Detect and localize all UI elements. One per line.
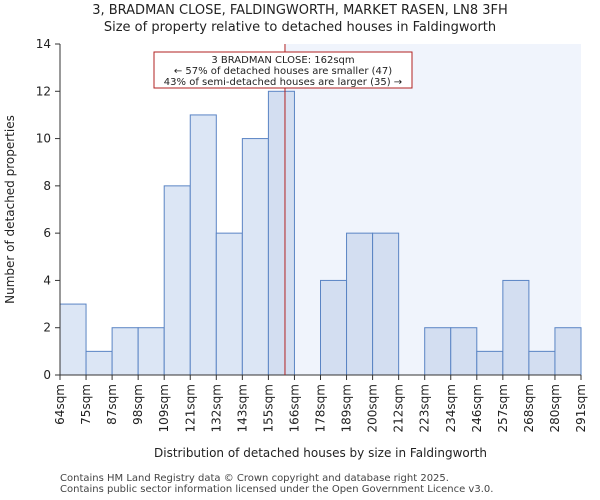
- chart-subtitle: Size of property relative to detached ho…: [103, 20, 497, 35]
- bar-132sqm: [215, 232, 243, 376]
- x-tick-label-75sqm: 75sqm: [79, 384, 93, 425]
- bar-178sqm: [320, 279, 348, 376]
- x-tick-label-166sqm: 166sqm: [287, 384, 301, 432]
- bars-group: [59, 90, 582, 376]
- annotation-line-1: 3 BRADMAN CLOSE: 162sqm: [211, 55, 354, 66]
- x-tick-label-234sqm: 234sqm: [444, 384, 458, 432]
- x-tick-label-143sqm: 143sqm: [235, 384, 249, 432]
- x-tick-label-98sqm: 98sqm: [131, 384, 145, 425]
- x-tick-label-223sqm: 223sqm: [418, 384, 432, 432]
- bar-280sqm: [554, 327, 582, 376]
- annotation-line-3: 43% of semi-detached houses are larger (…: [164, 77, 402, 88]
- annotation-line-2: ← 57% of detached houses are smaller (47…: [174, 66, 392, 77]
- x-tick-label-200sqm: 200sqm: [366, 384, 380, 432]
- bar-64sqm: [59, 303, 87, 376]
- y-tick-label-2: 2: [43, 321, 51, 335]
- x-tick-label-155sqm: 155sqm: [261, 384, 275, 432]
- y-axis: 0 2 4 6 8 10 12 14: [36, 37, 61, 382]
- x-tick-label-257sqm: 257sqm: [496, 384, 510, 432]
- bar-75sqm: [85, 350, 113, 376]
- chart-svg: 0 2 4 6 8 10 12 14 64sqm 75sqm 87sqm 98sqm 109sqm 12…: [3, 37, 588, 460]
- x-tick-label-178sqm: 178sqm: [314, 384, 328, 432]
- x-tick-label-291sqm: 291sqm: [574, 384, 588, 432]
- bar-246sqm: [476, 350, 504, 376]
- bar-121sqm: [189, 114, 217, 376]
- y-tick-label-8: 8: [43, 179, 51, 193]
- x-tick-label-280sqm: 280sqm: [548, 384, 562, 432]
- x-axis: 64sqm 75sqm 87sqm 98sqm 109sqm 121sqm 132sqm 14…: [53, 374, 588, 432]
- bar-257sqm: [502, 279, 530, 376]
- bar-268sqm: [528, 350, 556, 376]
- x-axis-label: Distribution of detached houses by size …: [154, 446, 487, 460]
- bar-109sqm: [163, 185, 191, 376]
- chart-title: 3, BRADMAN CLOSE, FALDINGWORTH, MARKET R…: [92, 3, 508, 18]
- x-tick-label-212sqm: 212sqm: [392, 384, 406, 432]
- bar-155sqm: [267, 90, 295, 376]
- y-tick-label-0: 0: [43, 368, 51, 382]
- x-tick-label-64sqm: 64sqm: [53, 384, 67, 425]
- x-tick-label-189sqm: 189sqm: [340, 384, 354, 432]
- annotation-border: [153, 51, 413, 89]
- x-tick-label-132sqm: 132sqm: [209, 384, 223, 432]
- y-tick-label-12: 12: [36, 84, 51, 98]
- x-tick-label-246sqm: 246sqm: [470, 384, 484, 432]
- bar-143sqm: [241, 138, 269, 376]
- x-tick-label-121sqm: 121sqm: [183, 384, 197, 432]
- y-tick-label-4: 4: [43, 273, 51, 287]
- x-tick-label-268sqm: 268sqm: [522, 384, 536, 432]
- y-tick-label-14: 14: [36, 37, 51, 51]
- bar-234sqm: [450, 327, 478, 376]
- y-tick-label-6: 6: [43, 226, 51, 240]
- y-tick-label-10: 10: [36, 132, 51, 146]
- footer-licence: Contains public sector information licen…: [60, 484, 494, 495]
- bar-189sqm: [346, 232, 374, 376]
- bar-223sqm: [424, 327, 452, 376]
- annotation-box: 3 BRADMAN CLOSE: 162sqm ← 57% of detache…: [153, 51, 413, 89]
- bar-200sqm: [372, 232, 400, 376]
- y-axis-label: Number of detached properties: [3, 115, 17, 304]
- x-tick-label-109sqm: 109sqm: [157, 384, 171, 432]
- footer-copyright: Contains HM Land Registry data © Crown c…: [60, 473, 449, 484]
- bar-98sqm: [137, 327, 165, 376]
- x-tick-label-87sqm: 87sqm: [105, 384, 119, 425]
- bar-87sqm: [111, 327, 139, 376]
